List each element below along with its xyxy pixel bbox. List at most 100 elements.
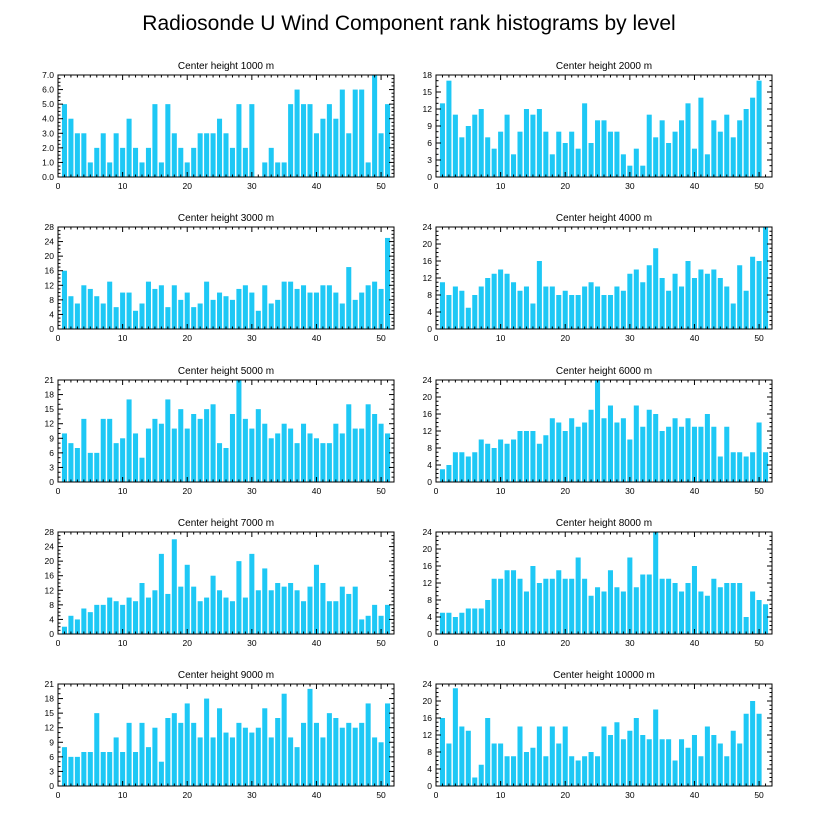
bar bbox=[87, 752, 93, 786]
bar bbox=[178, 299, 184, 329]
bar bbox=[145, 597, 151, 634]
y-tick-label: 20 bbox=[45, 251, 55, 261]
y-tick-label: 21 bbox=[45, 679, 55, 689]
bar bbox=[236, 561, 242, 634]
x-tick-label: 30 bbox=[247, 638, 257, 648]
y-tick-label: 18 bbox=[45, 694, 55, 704]
bar bbox=[756, 261, 762, 329]
histogram-panel: Center height 9000 m 0 10 20 30 40 50 0 3 6 9 12 15 1… bbox=[45, 670, 395, 800]
bar bbox=[711, 426, 717, 482]
bar bbox=[704, 726, 710, 786]
bar bbox=[365, 285, 371, 329]
bar bbox=[197, 133, 203, 177]
bar bbox=[294, 89, 300, 177]
bar bbox=[107, 752, 113, 786]
bar bbox=[333, 423, 339, 482]
bar bbox=[465, 456, 471, 482]
bar bbox=[294, 443, 300, 482]
bar bbox=[659, 578, 665, 634]
bar bbox=[107, 418, 113, 482]
bar bbox=[646, 574, 652, 634]
bar bbox=[679, 120, 685, 177]
bar bbox=[491, 743, 497, 786]
bar bbox=[74, 448, 80, 482]
bar bbox=[485, 718, 491, 786]
histogram-panel: Center height 7000 m 0 10 20 30 40 50 0 4 8 12 16 20… bbox=[45, 518, 395, 648]
bar bbox=[346, 133, 352, 177]
bar bbox=[607, 570, 613, 634]
bar bbox=[627, 273, 633, 329]
bar bbox=[133, 433, 139, 482]
y-tick-label: 20 bbox=[423, 544, 433, 554]
bar bbox=[763, 604, 769, 634]
bar bbox=[459, 726, 465, 786]
x-tick-label: 0 bbox=[56, 486, 61, 496]
x-tick-label: 0 bbox=[434, 333, 439, 343]
bar bbox=[262, 423, 268, 482]
bar bbox=[704, 414, 710, 482]
bar bbox=[614, 286, 620, 329]
bar bbox=[588, 752, 594, 786]
x-tick-label: 50 bbox=[376, 181, 386, 191]
bar bbox=[750, 591, 756, 634]
bar bbox=[698, 591, 704, 634]
bar bbox=[478, 109, 484, 177]
bar bbox=[620, 290, 626, 329]
bar bbox=[326, 713, 332, 786]
bar bbox=[633, 269, 639, 329]
bar bbox=[120, 292, 126, 329]
bar bbox=[679, 591, 685, 634]
y-tick-label: 18 bbox=[423, 70, 433, 80]
bar bbox=[543, 578, 549, 634]
bar bbox=[627, 730, 633, 786]
bar bbox=[614, 722, 620, 786]
bar bbox=[100, 133, 106, 177]
bar bbox=[268, 438, 274, 482]
bar bbox=[81, 608, 87, 634]
bar bbox=[666, 143, 672, 177]
bar bbox=[268, 147, 274, 177]
bar bbox=[171, 428, 177, 482]
x-tick-label: 20 bbox=[560, 638, 570, 648]
y-tick-label: 12 bbox=[45, 585, 55, 595]
bar bbox=[717, 278, 723, 329]
bar bbox=[372, 737, 378, 786]
bar bbox=[730, 137, 736, 177]
bar bbox=[640, 426, 646, 482]
y-tick-label: 5.0 bbox=[42, 99, 54, 109]
bar bbox=[543, 131, 549, 177]
bar bbox=[763, 452, 769, 482]
bar bbox=[724, 114, 730, 177]
x-tick-label: 10 bbox=[118, 181, 128, 191]
x-tick-label: 50 bbox=[376, 333, 386, 343]
bar bbox=[61, 104, 67, 177]
bar bbox=[750, 452, 756, 482]
bar bbox=[255, 590, 261, 634]
bar bbox=[691, 735, 697, 786]
bar bbox=[288, 104, 294, 177]
histogram-panel: Center height 8000 m 0 10 20 30 40 50 0 4 8 12 16 20… bbox=[423, 518, 773, 648]
y-tick-label: 12 bbox=[45, 280, 55, 290]
bar bbox=[588, 595, 594, 634]
bar bbox=[653, 709, 659, 786]
x-tick-label: 0 bbox=[56, 181, 61, 191]
bar bbox=[352, 89, 358, 177]
x-tick-label: 0 bbox=[434, 181, 439, 191]
bar bbox=[372, 414, 378, 482]
bar bbox=[491, 273, 497, 329]
bar bbox=[472, 114, 478, 177]
bar bbox=[281, 281, 287, 329]
bar bbox=[339, 586, 345, 634]
x-tick-label: 10 bbox=[118, 486, 128, 496]
bar bbox=[223, 597, 229, 634]
bar bbox=[113, 133, 119, 177]
bar bbox=[446, 743, 452, 786]
bar bbox=[255, 310, 261, 329]
bar bbox=[607, 735, 613, 786]
bar bbox=[730, 583, 736, 634]
bar bbox=[459, 137, 465, 177]
bar bbox=[562, 290, 568, 329]
bar bbox=[236, 288, 242, 329]
bar bbox=[491, 148, 497, 177]
x-tick-label: 50 bbox=[754, 333, 764, 343]
